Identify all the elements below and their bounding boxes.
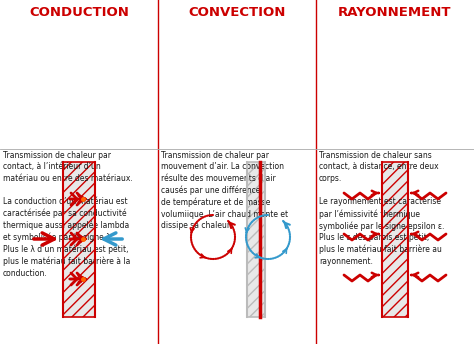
Text: CONVECTION: CONVECTION	[188, 6, 286, 19]
Bar	[63, 162, 95, 317]
Bar	[382, 162, 408, 317]
Text: CONDUCTION: CONDUCTION	[29, 6, 129, 19]
Text: Transmission de chaleur par
contact, à l’intérieur d’un
matériau ou entre des ma: Transmission de chaleur par contact, à l…	[3, 151, 133, 278]
Bar	[247, 162, 265, 317]
Text: Transmission de chaleur sans
contact, à distance, entre deux
corps.

Le rayonnem: Transmission de chaleur sans contact, à …	[319, 151, 444, 266]
Text: RAYONNEMENT: RAYONNEMENT	[338, 6, 452, 19]
Text: Transmission de chaleur par
mouvement d’air. La convection
résulte des mouvement: Transmission de chaleur par mouvement d’…	[161, 151, 288, 230]
